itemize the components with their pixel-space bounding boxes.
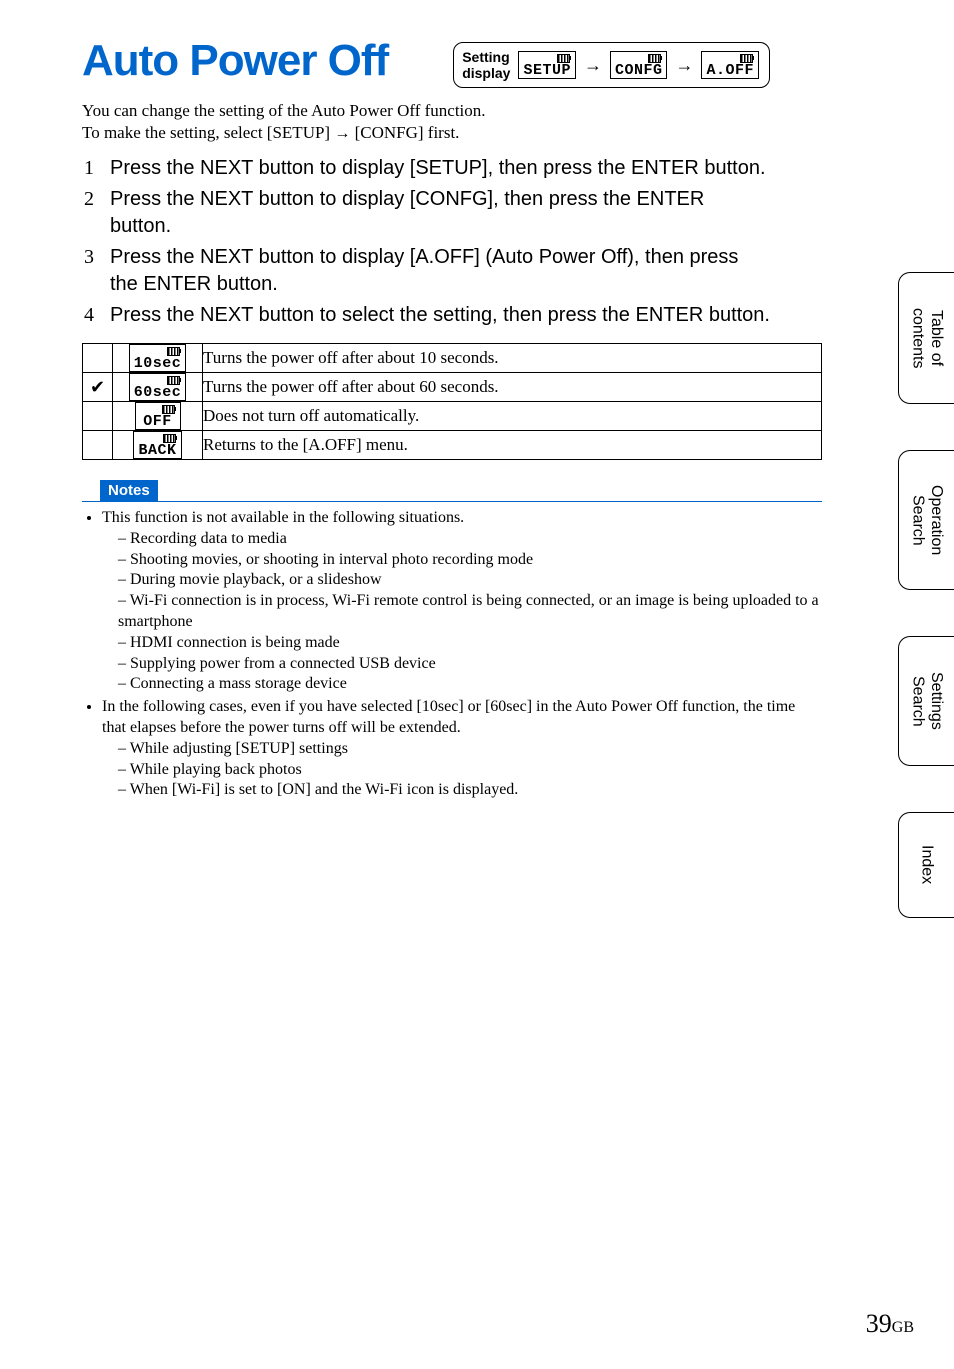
page-number: 39GB: [866, 1309, 914, 1339]
note-subitem: While adjusting [SETUP] settings: [118, 739, 822, 760]
lcd-aoff: A.OFF: [701, 51, 759, 79]
battery-icon: [167, 376, 181, 384]
note-subitem: During movie playback, or a slideshow: [118, 570, 822, 591]
check-cell: [83, 402, 113, 431]
table-row: ✔ 60sec Turns the power off after about …: [83, 373, 822, 402]
battery-icon: [740, 54, 754, 62]
option-table: 10sec Turns the power off after about 10…: [82, 343, 822, 460]
page-title: Auto Power Off: [82, 36, 388, 86]
note-item: This function is not available in the fo…: [102, 508, 822, 695]
lcd-confg: CONFG: [610, 51, 668, 79]
notes-header: Notes: [100, 480, 158, 501]
intro-text: You can change the setting of the Auto P…: [82, 100, 770, 145]
setting-display-box: Setting display SETUP → CONFG → A.OFF: [453, 42, 770, 88]
icon-cell: BACK: [113, 431, 203, 460]
lcd-setup: SETUP: [518, 51, 576, 79]
step-item: Press the NEXT button to display [A.OFF]…: [82, 244, 770, 298]
check-cell: ✔: [83, 373, 113, 402]
steps-list: Press the NEXT button to display [SETUP]…: [82, 155, 770, 329]
check-cell: [83, 344, 113, 373]
note-subitem: Recording data to media: [118, 529, 822, 550]
note-item: In the following cases, even if you have…: [102, 697, 822, 801]
setting-display-label: Setting display: [462, 49, 510, 81]
icon-cell: 10sec: [113, 344, 203, 373]
arrow-icon: →: [584, 55, 602, 76]
battery-icon: [557, 54, 571, 62]
battery-icon: [648, 54, 662, 62]
icon-cell: OFF: [113, 402, 203, 431]
note-subitem: Wi-Fi connection is in process, Wi-Fi re…: [118, 591, 822, 633]
desc-cell: Does not turn off automatically.: [203, 402, 822, 431]
desc-cell: Returns to the [A.OFF] menu.: [203, 431, 822, 460]
note-subitem: Connecting a mass storage device: [118, 674, 822, 695]
tab-operation-search[interactable]: Operation Search: [898, 450, 954, 590]
desc-cell: Turns the power off after about 60 secon…: [203, 373, 822, 402]
battery-icon: [162, 405, 176, 413]
tab-table-of-contents[interactable]: Table of contents: [898, 272, 954, 404]
arrow-icon: →: [675, 55, 693, 76]
step-item: Press the NEXT button to display [SETUP]…: [82, 155, 770, 182]
note-subitem: When [Wi-Fi] is set to [ON] and the Wi-F…: [118, 780, 822, 801]
step-item: Press the NEXT button to display [CONFG]…: [82, 186, 770, 240]
tab-index[interactable]: Index: [898, 812, 954, 918]
tab-settings-search[interactable]: Settings Search: [898, 636, 954, 766]
notes-rule: [82, 501, 822, 502]
table-row: BACK Returns to the [A.OFF] menu.: [83, 431, 822, 460]
note-subitem: Shooting movies, or shooting in interval…: [118, 550, 822, 571]
table-row: OFF Does not turn off automatically.: [83, 402, 822, 431]
table-row: 10sec Turns the power off after about 10…: [83, 344, 822, 373]
notes-list: This function is not available in the fo…: [82, 508, 822, 801]
note-subitem: Supplying power from a connected USB dev…: [118, 654, 822, 675]
side-tabs: Table of contents Operation Search Setti…: [898, 272, 954, 918]
battery-icon: [167, 347, 181, 355]
icon-cell: 60sec: [113, 373, 203, 402]
check-cell: [83, 431, 113, 460]
note-subitem: While playing back photos: [118, 760, 822, 781]
desc-cell: Turns the power off after about 10 secon…: [203, 344, 822, 373]
note-subitem: HDMI connection is being made: [118, 633, 822, 654]
step-item: Press the NEXT button to select the sett…: [82, 302, 770, 329]
battery-icon: [163, 434, 177, 442]
